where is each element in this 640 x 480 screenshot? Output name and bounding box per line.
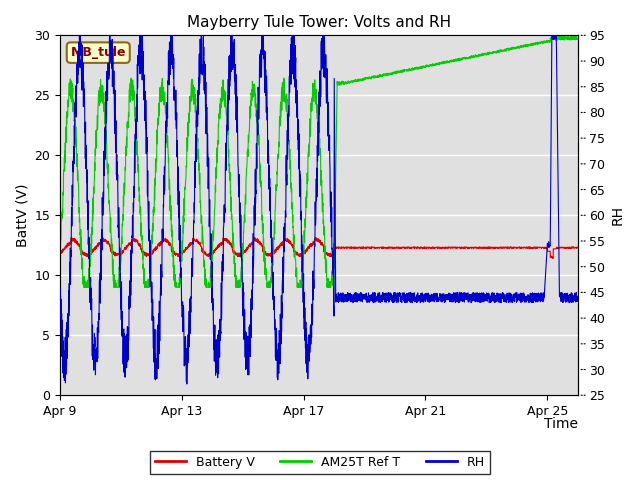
Title: Mayberry Tule Tower: Volts and RH: Mayberry Tule Tower: Volts and RH: [187, 15, 451, 30]
Text: MB_tule: MB_tule: [70, 46, 126, 59]
Y-axis label: RH: RH: [611, 205, 625, 225]
Y-axis label: BattV (V): BattV (V): [15, 183, 29, 247]
Legend: Battery V, AM25T Ref T, RH: Battery V, AM25T Ref T, RH: [150, 451, 490, 474]
X-axis label: Time: Time: [543, 417, 578, 431]
